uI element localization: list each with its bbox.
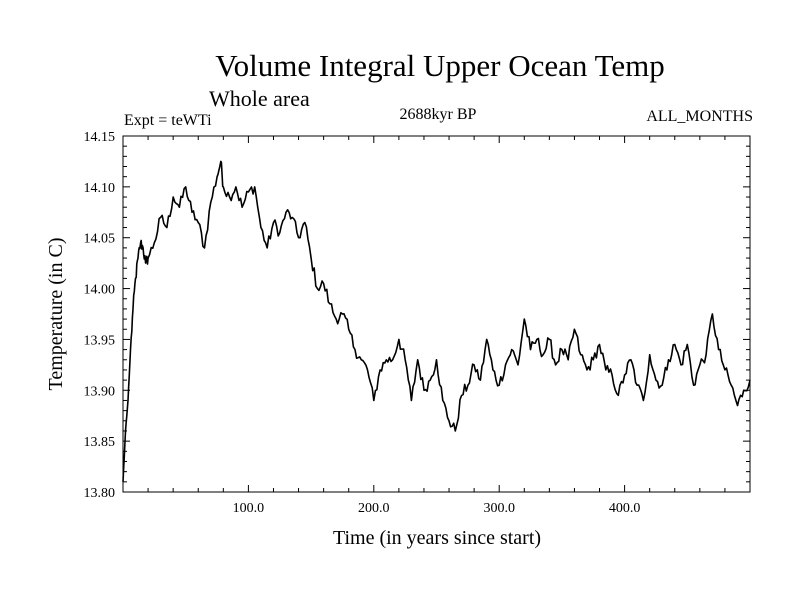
temperature-series-line [122,160,751,482]
x-axis: 100.0 200.0 300.0 400.0 [147,136,726,516]
experiment-label: Expt = teWTi [124,112,212,129]
y-axis-label: Temperature (in C) [45,238,67,391]
y-tick-label: 14.00 [84,283,116,298]
y-tick-label: 14.05 [84,232,116,247]
chart-subtitle: Whole area [209,86,310,111]
x-axis-label: Time (in years since start) [333,527,541,549]
chart-title: Volume Integral Upper Ocean Temp [215,48,665,83]
x-tick-label: 300.0 [483,501,515,516]
x-tick-label: 400.0 [609,501,641,516]
y-tick-label: 14.10 [84,181,116,196]
y-tick-label: 14.15 [84,130,116,145]
x-tick-label: 100.0 [233,501,265,516]
y-tick-label: 13.95 [84,333,116,348]
y-tick-label: 13.90 [84,384,116,399]
y-tick-label: 13.80 [84,486,116,501]
period-label: 2688kyr BP [400,106,477,123]
y-tick-label: 13.85 [84,435,116,450]
y-axis: 13.80 13.85 13.90 13.95 14.00 14.05 14.10 14.15 [84,130,750,501]
x-tick-label: 200.0 [358,501,390,516]
months-label: ALL_MONTHS [646,108,753,125]
plot-area-frame [122,135,751,493]
